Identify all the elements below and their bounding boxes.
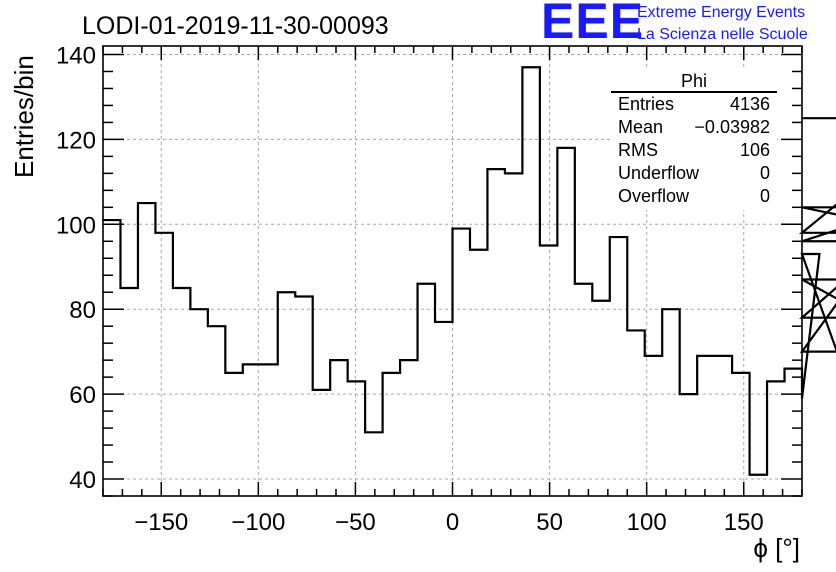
stats-row-value: 106 bbox=[740, 140, 770, 160]
stats-row-value: −0.03982 bbox=[694, 117, 770, 137]
x-tick-labels: −150 −100 −50 0 50 100 150 bbox=[134, 509, 764, 536]
stats-row-value: 4136 bbox=[730, 94, 770, 114]
x-axis-label: ϕ [°] bbox=[753, 533, 800, 563]
x-tick-label: −150 bbox=[134, 509, 188, 536]
y-axis-label: Entries/bin bbox=[9, 55, 39, 178]
x-tick-label: −100 bbox=[231, 509, 285, 536]
stats-row-label: Entries bbox=[618, 94, 674, 114]
plot-frame bbox=[102, 45, 803, 497]
axis-ticks bbox=[102, 46, 803, 497]
stats-row-label: Mean bbox=[618, 117, 663, 137]
chart-title: LODI-01-2019-11-30-00093 bbox=[82, 12, 389, 40]
y-tick-label: 100 bbox=[56, 212, 96, 239]
stats-row-label: RMS bbox=[618, 140, 658, 160]
stats-title: Phi bbox=[681, 71, 707, 91]
x-tick-label: 150 bbox=[724, 509, 764, 536]
stats-row-value: 0 bbox=[760, 163, 770, 183]
y-tick-labels: 40 60 80 100 120 140 bbox=[56, 42, 96, 494]
stats-row-label: Underflow bbox=[618, 163, 700, 183]
x-tick-label: −50 bbox=[335, 509, 376, 536]
x-tick-label: 100 bbox=[627, 509, 667, 536]
stats-row-value: 0 bbox=[760, 186, 770, 206]
eee-logo-mark: EEE bbox=[541, 0, 645, 49]
stats-box: Phi Entries 4136 Mean −0.03982 RMS 106 Underfl… bbox=[611, 70, 777, 210]
y-tick-label: 60 bbox=[69, 382, 96, 409]
y-tick-label: 120 bbox=[56, 127, 96, 154]
x-tick-label: 0 bbox=[446, 509, 459, 536]
stats-row-label: Overflow bbox=[618, 186, 690, 206]
logo-line-2: La Scienza nelle Scuole bbox=[637, 26, 808, 43]
x-tick-label: 50 bbox=[536, 509, 563, 536]
stats-rows: Entries 4136 Mean −0.03982 RMS 106 Underflow 0 O… bbox=[618, 94, 770, 206]
logo-line-1: Extreme Energy Events bbox=[637, 4, 806, 21]
y-tick-label: 140 bbox=[56, 42, 96, 69]
stats-box-background bbox=[611, 70, 777, 210]
y-tick-label: 40 bbox=[69, 467, 96, 494]
y-tick-label: 80 bbox=[69, 297, 96, 324]
histogram-series bbox=[103, 66, 836, 476]
